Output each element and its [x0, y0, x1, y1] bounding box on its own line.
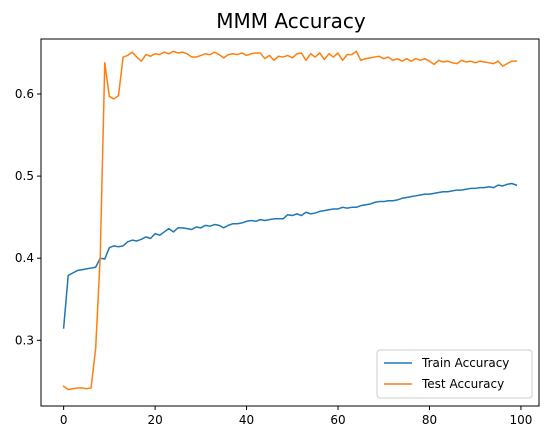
plot-area: [62, 50, 518, 391]
legend-label: Test Accuracy: [421, 377, 504, 391]
x-axis: 0 20 40 60 80 100: [60, 406, 532, 427]
x-tick-label: 100: [509, 413, 532, 427]
x-tick-label: 80: [422, 413, 437, 427]
y-tick-label: 0.5: [15, 169, 34, 183]
y-tick-label: 0.3: [15, 333, 34, 347]
series-line-train-accuracy: [62, 182, 518, 329]
x-tick-label: 0: [60, 413, 68, 427]
legend-box: [376, 349, 533, 399]
x-tick-label: 40: [239, 413, 254, 427]
x-tick-label: 60: [330, 413, 345, 427]
y-tick-label: 0.4: [15, 251, 34, 265]
chart-title: MMM Accuracy: [216, 9, 366, 33]
series-line-test-accuracy: [62, 50, 518, 391]
legend-label: Train Accuracy: [421, 356, 509, 370]
legend: Train Accuracy Test Accuracy: [376, 349, 533, 399]
y-axis: 0.3 0.4 0.5 0.6: [15, 87, 41, 347]
y-tick-label: 0.6: [15, 87, 34, 101]
x-tick-label: 20: [147, 413, 162, 427]
axes-frame: [40, 38, 540, 407]
